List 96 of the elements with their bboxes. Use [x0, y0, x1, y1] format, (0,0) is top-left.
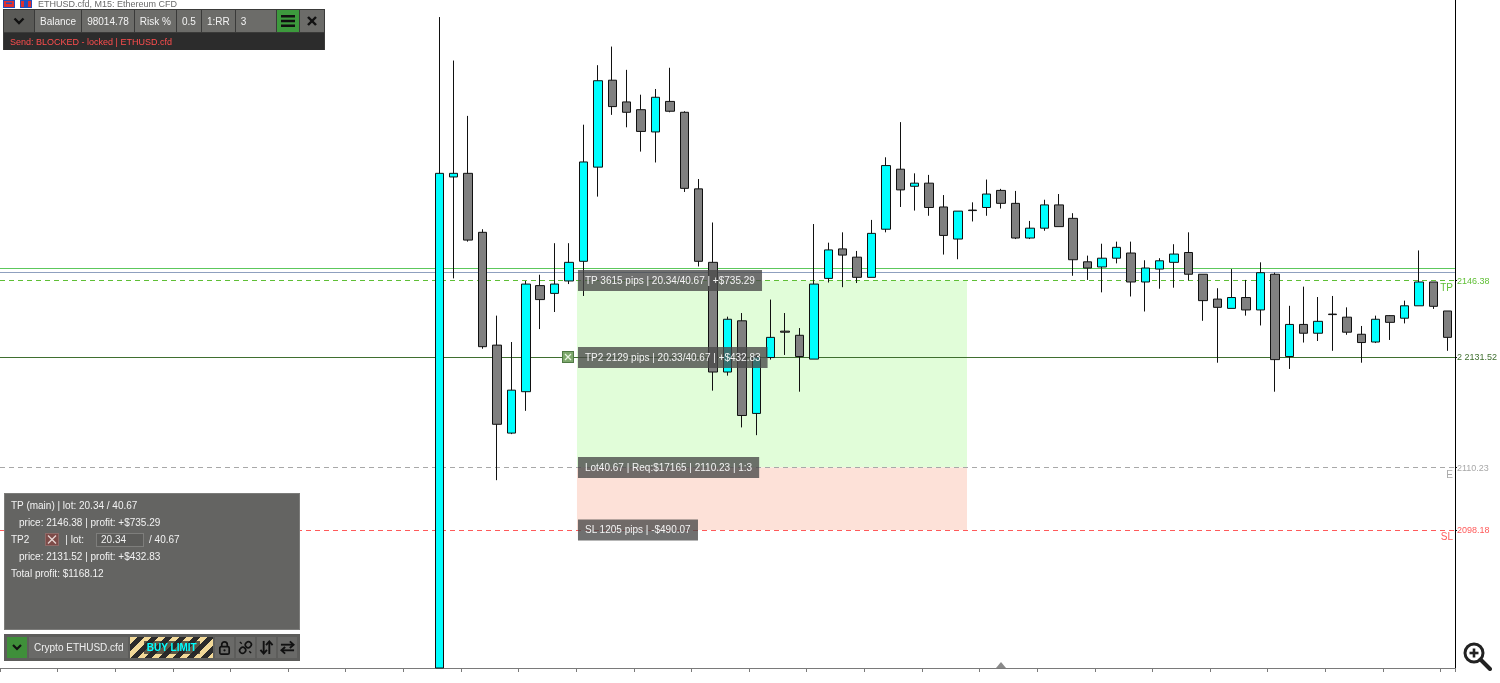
candlestick — [1068, 212, 1078, 277]
annotation: Send: BLOCKED - locked | ETHUSD.cfd — [4, 33, 324, 50]
annotation: TP2 2129 pips | 20.33/40.67 | +$432.83 — [584, 351, 762, 363]
candlestick — [1414, 249, 1424, 307]
candlestick — [910, 172, 919, 212]
ref-line-label: E — [1446, 469, 1454, 481]
annotation: | lot: — [65, 534, 85, 545]
annotation: price: 2146.38 | profit: +$735.29 — [18, 516, 162, 530]
candlestick — [939, 194, 948, 256]
text-field: Crypto ETHUSD.cfd — [29, 637, 129, 658]
annotation: Balance — [35, 10, 82, 32]
candlestick — [1184, 231, 1193, 281]
candlestick — [1385, 314, 1395, 341]
candlestick — [1357, 325, 1366, 364]
candlestick — [435, 16, 444, 669]
candlestick — [1299, 286, 1308, 344]
candlestick — [449, 60, 458, 279]
candlestick — [852, 250, 862, 284]
annotation: price: 2131.52 | profit: +$432.83 — [18, 550, 162, 564]
candlestick — [521, 280, 531, 412]
candlestick — [1097, 243, 1107, 293]
candlestick — [593, 64, 603, 198]
annotation: Total profit: $1168.12 — [11, 567, 105, 581]
striped-button: BUY LIMIT — [130, 637, 213, 658]
candlestick — [996, 188, 1006, 210]
candlestick — [867, 219, 876, 278]
annotation: TP (main) | lot: 20.34 / 40.67 — [11, 499, 139, 513]
candlestick — [1328, 295, 1337, 352]
candlestick — [492, 315, 502, 481]
candlestick — [1054, 193, 1064, 228]
annotation: TP 3615 pips | 20.34/40.67 | +$735.29 — [584, 275, 756, 287]
candlestick — [896, 121, 905, 208]
candlestick — [1241, 279, 1251, 317]
y-tick-label: 2110.23 — [1456, 462, 1489, 473]
annotation: 98014.78 — [82, 10, 134, 32]
input-field: 20.34 — [96, 532, 145, 547]
annotation: / 40.67 — [149, 534, 180, 545]
candlestick — [651, 88, 660, 163]
candlestick — [1371, 315, 1380, 344]
candlestick — [1126, 241, 1136, 297]
annotation: 0.5 — [176, 10, 201, 32]
y-tick-label: 2146.38 — [1456, 275, 1490, 286]
candlestick — [1213, 287, 1222, 364]
annotation: 1:RR — [201, 10, 235, 32]
candlestick — [1198, 273, 1208, 322]
candlestick — [780, 312, 790, 356]
candlestick — [881, 156, 891, 233]
candlestick — [1285, 305, 1294, 370]
candlestick — [550, 242, 559, 313]
candlestick — [1011, 190, 1020, 240]
chart-title: ETHUSD.cfd, M15: Ethereum CFD — [38, 0, 178, 9]
candlestick — [1342, 306, 1352, 336]
annotation: Risk % — [134, 10, 176, 32]
candlestick — [1169, 243, 1179, 289]
candlestick — [1256, 261, 1265, 326]
candlestick — [924, 174, 934, 217]
annotation: 3 — [235, 10, 276, 32]
candlestick — [1429, 281, 1438, 310]
candlestick — [982, 179, 991, 217]
candlestick — [478, 228, 487, 350]
candlestick — [809, 223, 819, 360]
candlestick — [1025, 220, 1035, 240]
candlestick — [1443, 310, 1452, 352]
candlestick — [838, 231, 847, 288]
candlestick — [507, 341, 516, 435]
candlestick — [1400, 300, 1409, 324]
candlestick — [1270, 272, 1280, 393]
candlestick — [1040, 199, 1049, 232]
candlestick — [1313, 296, 1323, 342]
annotation: BUY LIMIT — [143, 641, 200, 654]
candlestick — [636, 94, 646, 153]
ref-line-label: SL — [1440, 531, 1454, 543]
candlestick — [953, 210, 963, 260]
candlestick — [1112, 241, 1121, 264]
candlestick — [1141, 259, 1150, 312]
candlestick — [665, 67, 675, 113]
candlestick — [463, 115, 473, 243]
candlestick — [535, 274, 545, 330]
y-tick-label: 2 2131.52 — [1456, 352, 1498, 363]
candlestick — [795, 327, 804, 393]
annotation: SL 1205 pips | -$490.07 — [584, 524, 692, 536]
candlestick — [564, 242, 574, 285]
y-tick-label: 2098.18 — [1456, 524, 1490, 535]
candlestick — [968, 201, 977, 222]
candlestick — [622, 69, 631, 128]
candlestick — [680, 110, 689, 193]
candlestick — [824, 242, 833, 284]
candlestick — [694, 178, 703, 267]
annotation: TP2 — [11, 534, 30, 545]
candlestick — [1155, 257, 1164, 290]
annotation: Lot40.67 | Req:$17165 | 2110.23 | 1:3 — [584, 462, 753, 474]
candlestick — [1083, 255, 1092, 281]
candlestick — [608, 46, 617, 116]
candlestick — [1227, 268, 1236, 309]
ref-line-label: TP — [1440, 282, 1454, 294]
candlestick — [766, 299, 775, 361]
